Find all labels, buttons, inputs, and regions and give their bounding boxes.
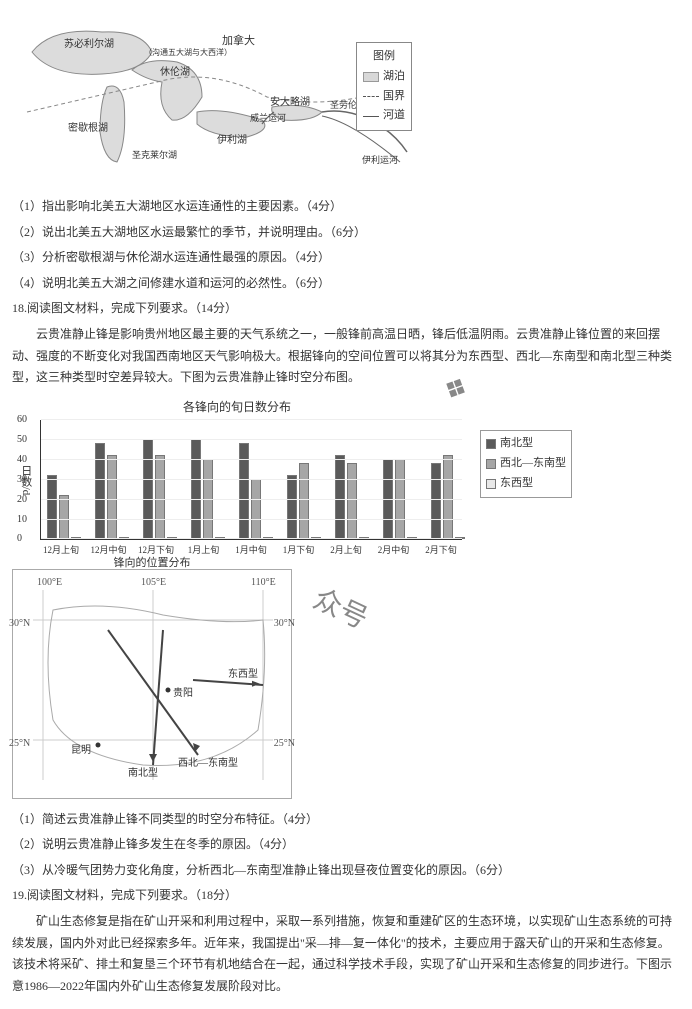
q18-2: （2）说明云贵准静止锋多发生在冬季的原因。（4分） (12, 834, 680, 856)
q18-title: 18.阅读图文材料，完成下列要求。（14分） (12, 298, 680, 320)
label-welland: 威兰运河 (250, 110, 286, 126)
legend-title: 图例 (363, 47, 405, 67)
map-legend: 图例 湖泊 国界 河道 (356, 42, 412, 131)
q17-4: （4）说明北美五大湖之间修建水道和运河的必然性。（6分） (12, 273, 680, 295)
label-stclair: 圣克莱尔湖 (132, 147, 177, 163)
q18-3: （3）从冷暖气团势力变化角度，分析西北—东南型准静止锋出现昼夜位置变化的原因。（… (12, 860, 680, 882)
q17-1: （1）指出影响北美五大湖地区水运连通性的主要因素。（4分） (12, 196, 680, 218)
type-ew: 东西型 (228, 666, 258, 684)
label-erie-canal: 伊利运河 (362, 152, 398, 168)
lon-110: 110°E (251, 574, 276, 592)
legend-s0: 南北型 (500, 434, 533, 454)
label-superior: 苏必利尔湖 (64, 36, 114, 54)
legend-s2: 东西型 (500, 474, 533, 494)
city-guiyang: 贵阳 (173, 685, 193, 703)
chart-title: 各锋向的旬日数分布 (12, 397, 462, 419)
q19-title: 19.阅读图文材料，完成下列要求。（18分） (12, 885, 680, 907)
watermark-text: 众号 (304, 575, 376, 644)
chart-legend: 南北型 西北—东南型 东西型 (480, 430, 572, 497)
bar-chart: 各锋向的旬日数分布 日数/d 南北型 西北—东南型 东西型 0102030405… (12, 397, 462, 559)
q18-1: （1）简述云贵准静止锋不同类型的时空分布特征。（4分） (12, 809, 680, 831)
legend-border: 国界 (383, 87, 405, 107)
q17-2: （2）说出北美五大湖地区水运最繁忙的季节，并说明理由。（6分） (12, 222, 680, 244)
label-huron: 休伦湖 (160, 64, 190, 82)
great-lakes-map: 苏必利尔湖 休伦湖 密歇根湖 伊利湖 安大略湖 加拿大 圣克莱尔湖 圣劳伦斯河 … (12, 12, 422, 192)
city-kunming: 昆明 (71, 742, 91, 760)
lat-30r: 30°N (274, 615, 295, 633)
lon-100: 100°E (37, 574, 62, 592)
lat-25: 25°N (9, 735, 30, 753)
label-erie: 伊利湖 (217, 132, 247, 150)
label-canal-note: （沟通五大湖与大西洋） (144, 46, 232, 60)
front-position-map: 锋向的位置分布 100°E 105°E 110°E 30°N 25°N 30°N… (12, 569, 292, 799)
lon-105: 105°E (141, 574, 166, 592)
map2-svg (13, 570, 291, 798)
lat-25r: 25°N (274, 735, 295, 753)
type-ns: 南北型 (128, 765, 158, 783)
q18-para: 云贵准静止锋是影响贵州地区最主要的天气系统之一，一般锋前高温日晒，锋后低温阴雨。… (12, 324, 680, 389)
legend-lake: 湖泊 (383, 67, 405, 87)
q17-3: （3）分析密歇根湖与休伦湖水运连通性最强的原因。（4分） (12, 247, 680, 269)
legend-s1: 西北—东南型 (500, 454, 566, 474)
q19-para: 矿山生态修复是指在矿山开采和利用过程中，采取一系列措施，恢复和重建矿区的生态环境… (12, 911, 680, 997)
legend-river: 河道 (383, 106, 405, 126)
lat-30: 30°N (9, 615, 30, 633)
map2-title: 锋向的位置分布 (114, 554, 191, 574)
type-nwse: 西北—东南型 (178, 755, 238, 773)
label-michigan: 密歇根湖 (68, 120, 108, 138)
